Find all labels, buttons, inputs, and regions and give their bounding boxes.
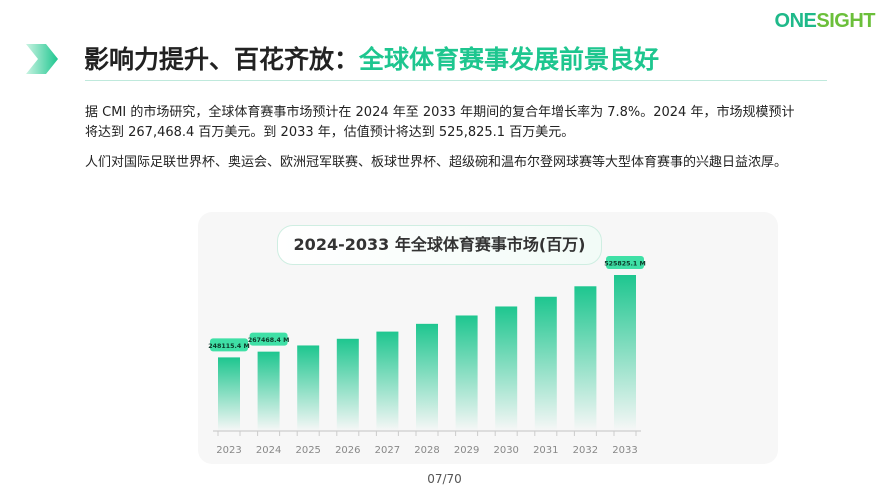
data-label: 248115.4 M xyxy=(208,343,250,350)
x-tick-label: 2029 xyxy=(454,445,479,456)
bar-2025 xyxy=(297,345,320,431)
chevron-right-icon xyxy=(26,44,58,74)
x-tick-label: 2032 xyxy=(573,445,598,456)
title-divider xyxy=(85,80,827,81)
x-tick-label: 2026 xyxy=(335,445,360,456)
data-label-bg xyxy=(249,332,288,346)
x-tick-label: 2025 xyxy=(295,445,320,456)
bar-2032 xyxy=(574,286,597,431)
onesight-logo: ONESIGHT xyxy=(774,10,876,32)
bar-2024 xyxy=(257,351,280,431)
bar-2023 xyxy=(218,357,240,431)
title-highlight: 全球体育赛事发展前景良好 xyxy=(359,45,660,74)
bar-2030 xyxy=(495,306,518,431)
bar-2028 xyxy=(416,323,438,431)
chart-title: 2024-2033 年全球体育赛事市场(百万) xyxy=(277,225,602,265)
data-label-bg xyxy=(210,338,248,352)
x-tick-label: 2028 xyxy=(414,445,439,456)
x-tick-label: 2023 xyxy=(216,445,241,456)
x-tick-label: 2033 xyxy=(612,445,637,456)
paragraph-market: 据 CMI 的市场研究，全球体育赛事市场预计在 2024 年至 2033 年期间… xyxy=(85,105,795,140)
bar-2031 xyxy=(534,296,557,431)
x-tick-label: 2031 xyxy=(533,445,558,456)
bar-2033 xyxy=(614,275,636,431)
bar-2029 xyxy=(455,315,478,431)
paragraph-interest: 人们对国际足联世界杯、奥运会、欧洲冠军联赛、板球世界杯、超级碗和温布尔登网球赛等… xyxy=(85,155,788,170)
page-title: 影响力提升、百花齐放：全球体育赛事发展前景良好 xyxy=(84,40,659,76)
bar-2026 xyxy=(336,338,359,431)
data-label: 525825.1 M xyxy=(604,261,646,268)
title-main: 影响力提升、百花齐放： xyxy=(84,45,360,74)
x-tick-label: 2027 xyxy=(375,445,400,456)
page-number: 07/70 xyxy=(427,472,462,486)
x-tick-label: 2030 xyxy=(493,445,518,456)
data-label-bg xyxy=(606,256,644,269)
bar-2027 xyxy=(376,331,399,431)
data-label: 267468.4 M xyxy=(248,337,290,344)
x-tick-label: 2024 xyxy=(256,445,281,456)
